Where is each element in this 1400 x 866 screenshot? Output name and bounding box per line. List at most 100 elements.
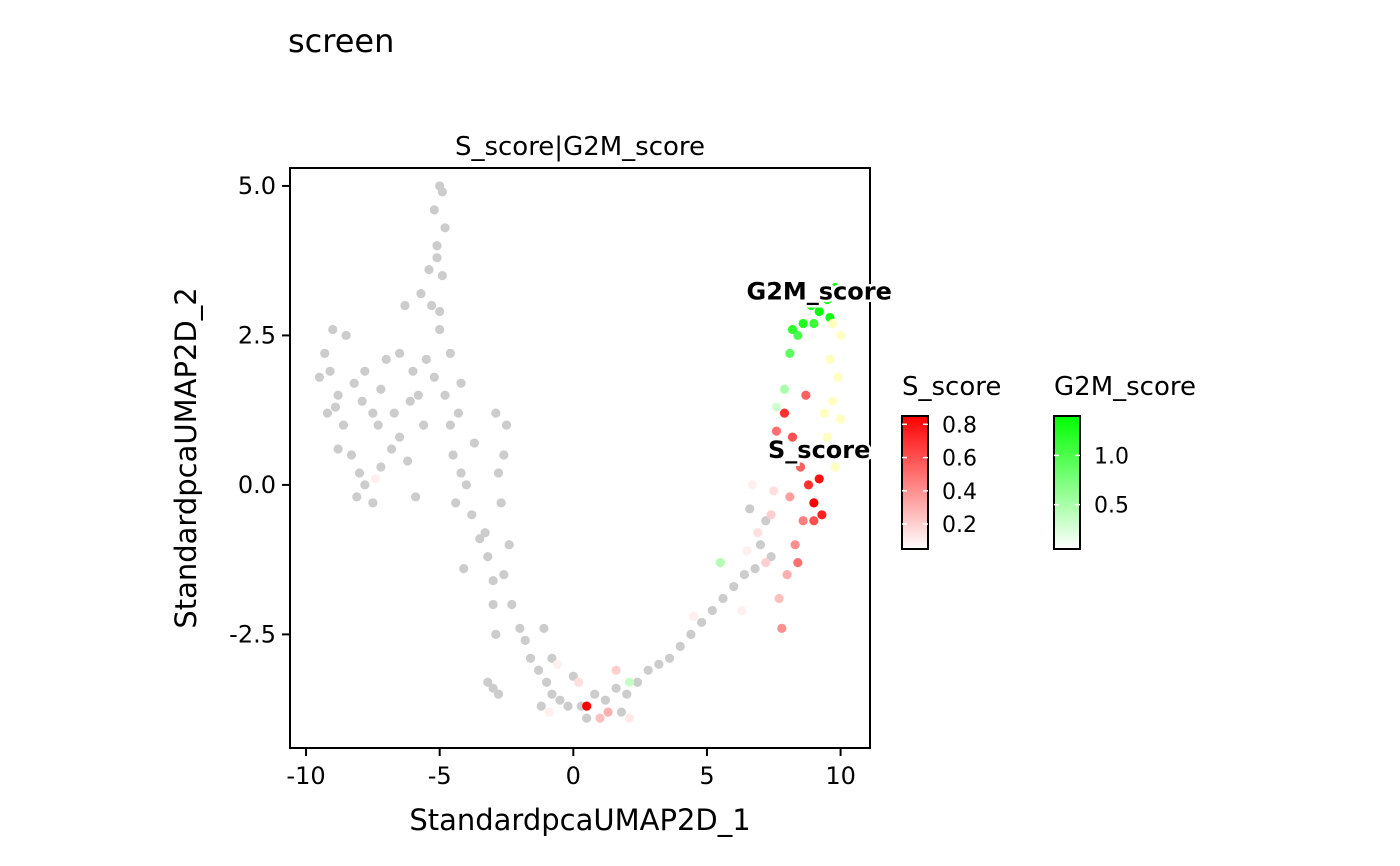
cell-point-s bbox=[753, 528, 763, 538]
cell-point bbox=[622, 689, 632, 699]
cell-point bbox=[386, 444, 397, 454]
cell-point bbox=[467, 510, 477, 520]
cell-point bbox=[499, 450, 509, 460]
y-tick-label: -2.5 bbox=[229, 620, 276, 648]
legend-tick-label: 0.4 bbox=[942, 480, 977, 505]
cell-point bbox=[480, 528, 490, 538]
cell-point bbox=[400, 300, 410, 311]
cell-point-g2m bbox=[830, 282, 840, 293]
cell-point-s bbox=[790, 540, 800, 550]
cell-point-g2m bbox=[793, 330, 803, 341]
cell-point bbox=[493, 468, 504, 478]
cell-point-mixed bbox=[833, 444, 843, 454]
cell-point bbox=[533, 665, 544, 675]
cell-point bbox=[493, 689, 504, 699]
cell-point bbox=[483, 552, 493, 562]
cell-point bbox=[424, 265, 434, 275]
cell-point bbox=[394, 348, 405, 358]
cell-point-s bbox=[787, 432, 798, 442]
cell-point bbox=[451, 498, 461, 508]
cell-point-s bbox=[544, 707, 554, 717]
cell-point-mixed bbox=[833, 372, 843, 382]
cell-point bbox=[686, 629, 696, 639]
x-tick-label: -5 bbox=[428, 762, 452, 790]
cell-point bbox=[469, 438, 480, 448]
cell-point bbox=[360, 480, 370, 490]
cell-point bbox=[333, 444, 343, 454]
cell-point-s bbox=[737, 605, 747, 616]
cell-point bbox=[448, 450, 458, 460]
cell-point bbox=[456, 378, 466, 388]
cell-point bbox=[718, 593, 728, 604]
cell-point bbox=[333, 390, 343, 400]
legend-tick-label: 0.6 bbox=[942, 447, 977, 472]
x-tick-label: 0 bbox=[566, 762, 581, 790]
cell-point bbox=[325, 366, 335, 376]
cell-point-s bbox=[793, 558, 803, 568]
cell-point-mixed bbox=[825, 354, 835, 364]
cell-point-mixed bbox=[830, 462, 840, 472]
cell-point-s bbox=[747, 480, 757, 490]
plot-panel-border bbox=[289, 167, 871, 749]
cell-point bbox=[488, 575, 498, 586]
cell-point-s bbox=[688, 611, 699, 622]
cell-point bbox=[435, 181, 445, 191]
cell-point bbox=[437, 271, 447, 281]
cell-point bbox=[590, 689, 600, 699]
cell-point bbox=[739, 569, 749, 580]
cell-point bbox=[611, 683, 621, 693]
cell-point-s bbox=[582, 701, 592, 711]
cell-point-s bbox=[766, 510, 776, 520]
cell-point bbox=[729, 581, 739, 592]
cell-point bbox=[328, 324, 338, 335]
cell-point bbox=[440, 390, 450, 400]
cell-point-g2m bbox=[785, 348, 795, 358]
cell-point-s bbox=[809, 516, 819, 526]
cell-point bbox=[360, 366, 370, 376]
cell-point bbox=[352, 492, 362, 502]
legend-g2m-score-title: G2M_score bbox=[1054, 372, 1196, 402]
cell-point bbox=[408, 366, 418, 376]
cell-point bbox=[421, 354, 431, 364]
cell-point bbox=[354, 468, 365, 478]
cell-point bbox=[745, 504, 755, 514]
cell-point bbox=[373, 420, 383, 430]
cell-point bbox=[435, 306, 445, 317]
cell-point-s bbox=[761, 558, 771, 568]
cell-point bbox=[664, 653, 675, 663]
y-tick-label: 2.5 bbox=[238, 321, 276, 349]
cell-point bbox=[616, 707, 627, 717]
cell-point-s bbox=[624, 713, 635, 723]
cell-point bbox=[654, 659, 664, 669]
legend-tick-label: 0.2 bbox=[942, 513, 977, 538]
cell-point bbox=[563, 701, 573, 711]
cell-point-s bbox=[742, 546, 752, 556]
cell-point-mixed bbox=[827, 318, 838, 329]
cell-point-g2m bbox=[809, 318, 819, 329]
cell-point-g2m bbox=[798, 318, 808, 329]
legend-s-score-colorbar bbox=[901, 415, 929, 550]
cell-point bbox=[440, 223, 450, 233]
page-title: screen bbox=[288, 22, 395, 60]
cell-point bbox=[389, 408, 399, 418]
cell-point bbox=[547, 653, 557, 663]
cell-point bbox=[322, 408, 333, 418]
cell-point-s bbox=[611, 665, 621, 675]
cell-point bbox=[416, 288, 426, 299]
cell-point-s bbox=[809, 498, 819, 508]
cell-point-s bbox=[771, 426, 782, 436]
cell-point-g2m bbox=[822, 294, 832, 305]
cell-point bbox=[643, 665, 653, 675]
cell-point bbox=[456, 468, 466, 478]
cell-point bbox=[707, 605, 717, 616]
legend-tick-label: 0.5 bbox=[1094, 494, 1129, 519]
legend-tick-label: 0.8 bbox=[942, 413, 977, 438]
points-layer bbox=[314, 181, 846, 723]
cell-point bbox=[376, 384, 386, 394]
cell-point bbox=[761, 516, 771, 526]
legend-s-score-title: S_score bbox=[902, 372, 1001, 402]
cell-point bbox=[582, 713, 592, 723]
cell-point-s bbox=[782, 569, 792, 580]
cell-point bbox=[499, 569, 509, 580]
